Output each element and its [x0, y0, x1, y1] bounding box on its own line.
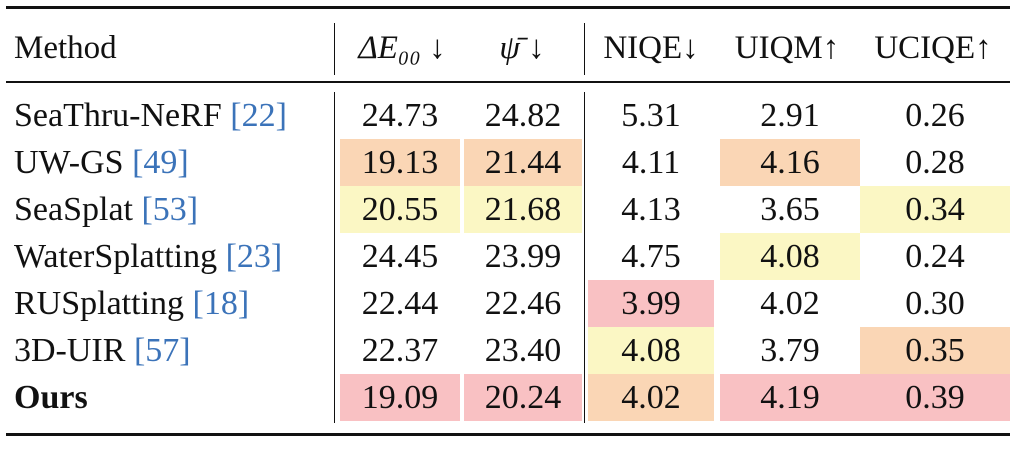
uiqm-value: 2.91: [760, 97, 820, 134]
uciqe-value: 0.30: [905, 285, 965, 322]
method-name: SeaThru-NeRF: [14, 97, 222, 134]
uiqm-value: 4.16: [720, 139, 860, 186]
delta-e00-value: 22.37: [361, 332, 439, 369]
method-name: Ours: [14, 379, 88, 416]
uciqe-value: 0.35: [860, 327, 1010, 374]
top-rule: [6, 6, 1010, 9]
psi-value: 21.44: [464, 139, 582, 186]
niqe-value: 3.99: [588, 280, 714, 327]
delta-e00-value: 24.73: [361, 97, 439, 134]
header-delta-e00: ΔE₀₀ ↓: [358, 30, 446, 66]
method-name: UW-GS: [14, 144, 124, 181]
uiqm-value: 4.02: [760, 285, 820, 322]
method-name: SeaSplat: [14, 191, 133, 228]
citation-link[interactable]: [23]: [225, 238, 283, 275]
uiqm-value: 4.19: [720, 374, 860, 421]
divider-method-body: [334, 92, 335, 423]
citation-link[interactable]: [53]: [141, 191, 199, 228]
method-name: RUSplatting: [14, 285, 185, 322]
header-uiqm: UIQM↑: [734, 30, 840, 66]
method-cell: WaterSplatting [23]: [6, 233, 334, 280]
header-uciqe: UCIQE↑: [874, 30, 992, 66]
method-cell: SeaSplat [53]: [6, 186, 334, 233]
citation-link[interactable]: [49]: [132, 144, 189, 181]
uciqe-value: 0.24: [905, 238, 965, 275]
results-table: Method ΔE₀₀ ↓ ψ̄ ↓ NIQE↓ UIQM↑ UCIQE↑ Se…: [6, 0, 1010, 449]
header-niqe: NIQE↓: [603, 30, 699, 66]
citation-link[interactable]: [18]: [192, 285, 250, 322]
uciqe-value: 0.26: [905, 97, 965, 134]
method-cell: Ours: [6, 374, 334, 421]
header-psi: ψ̄ ↓: [499, 30, 545, 66]
psi-value: 23.99: [484, 238, 562, 275]
divider-method: [334, 23, 335, 75]
niqe-value: 4.08: [588, 327, 714, 374]
divider-reference-body: [584, 92, 585, 423]
niqe-value: 4.11: [621, 144, 681, 181]
niqe-value: 5.31: [621, 97, 681, 134]
delta-e00-value: 24.45: [361, 238, 439, 275]
method-name: 3D-UIR: [14, 332, 126, 369]
psi-value: 20.24: [464, 374, 582, 421]
citation-link[interactable]: [22]: [230, 97, 287, 134]
uciqe-value: 0.34: [860, 186, 1010, 233]
divider-reference: [584, 23, 585, 75]
uiqm-value: 3.65: [760, 191, 820, 228]
uciqe-value: 0.39: [860, 374, 1010, 421]
delta-e00-value: 20.55: [340, 186, 460, 233]
uiqm-value: 4.08: [720, 233, 860, 280]
header-rule: [6, 81, 1010, 83]
niqe-value: 4.75: [621, 238, 681, 275]
method-name: WaterSplatting: [14, 238, 218, 275]
uiqm-value: 3.79: [760, 332, 820, 369]
delta-e00-value: 19.09: [340, 374, 460, 421]
bottom-rule: [6, 433, 1010, 436]
delta-e00-value: 22.44: [361, 285, 439, 322]
header-method: Method: [14, 30, 117, 66]
method-cell: UW-GS [49]: [6, 139, 334, 186]
method-cell: RUSplatting [18]: [6, 280, 334, 327]
citation-link[interactable]: [57]: [133, 332, 191, 369]
psi-value: 22.46: [484, 285, 562, 322]
niqe-value: 4.13: [621, 191, 681, 228]
niqe-value: 4.02: [588, 374, 714, 421]
psi-value: 21.68: [464, 186, 582, 233]
psi-value: 23.40: [484, 332, 562, 369]
delta-e00-value: 19.13: [340, 139, 460, 186]
psi-value: 24.82: [484, 97, 562, 134]
uciqe-value: 0.28: [905, 144, 965, 181]
method-cell: 3D-UIR [57]: [6, 327, 334, 374]
method-cell: SeaThru-NeRF [22]: [6, 92, 334, 139]
